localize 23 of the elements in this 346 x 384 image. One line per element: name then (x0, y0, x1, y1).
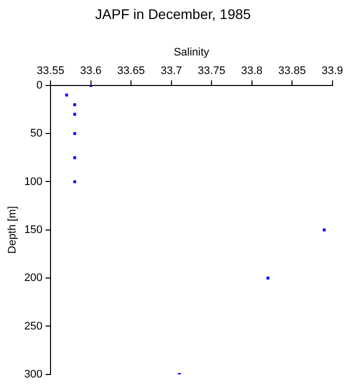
y-tick-label: 250 (24, 320, 43, 332)
x-tick-label: 33.75 (198, 64, 226, 77)
x-axis-title: Salinity (174, 46, 210, 59)
x-tick-label: 33.55 (36, 64, 64, 77)
y-axis-title: Depth [m] (6, 206, 19, 254)
chart-title: JAPF in December, 1985 (94, 6, 252, 22)
point (73, 132, 76, 135)
y-tick-label: 50 (30, 128, 43, 140)
x-tick-label: 33.65 (117, 64, 145, 77)
x-tick-label: 33.7 (160, 64, 182, 77)
y-tick-label: 100 (24, 176, 43, 188)
x-tick-label: 33.9 (322, 64, 344, 77)
point (65, 94, 68, 96)
x-tick-label: 33.6 (80, 64, 102, 77)
point (266, 276, 270, 280)
point (322, 228, 326, 232)
y-tick-label: 150 (24, 224, 43, 236)
y-tick-label: 0 (36, 79, 43, 92)
x-tick-label: 33.85 (278, 64, 306, 77)
x-tick-label: 33.8 (241, 64, 263, 77)
point (73, 156, 76, 160)
y-tick-label: 200 (24, 272, 43, 284)
y-tick-label: 300 (24, 368, 43, 380)
